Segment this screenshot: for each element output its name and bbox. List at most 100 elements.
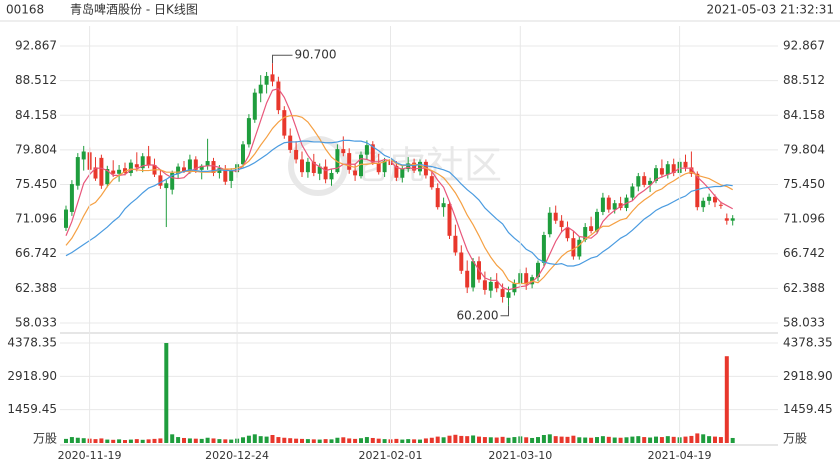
volume-bar [341, 437, 346, 443]
volume-bar [648, 437, 653, 443]
moving-average-line [65, 139, 733, 267]
candle-body [270, 74, 275, 82]
volume-bar [140, 439, 145, 443]
candle-body [394, 165, 399, 178]
x-tick-label: 2021-02-01 [359, 449, 423, 462]
volume-bar [158, 438, 163, 443]
candle-body [701, 200, 706, 208]
y-tick-label-right: 62.388 [783, 281, 825, 295]
moving-average-line [65, 115, 733, 285]
candle-body [382, 161, 387, 173]
y-tick-label-right: 1459.45 [783, 402, 833, 416]
volume-bar [111, 439, 116, 443]
candle-body [146, 156, 151, 166]
candle-body [648, 180, 653, 185]
volume-bar [146, 439, 151, 443]
volume-bar [193, 438, 198, 443]
volume-bar [683, 436, 688, 443]
candle-body [64, 209, 68, 228]
volume-bar [488, 437, 493, 443]
candle-body [400, 168, 405, 178]
volume-bar [182, 437, 186, 443]
candle-body [305, 161, 310, 173]
x-tick-label: 2021-04-19 [648, 449, 712, 462]
volume-bar [624, 437, 629, 443]
volume-bar [294, 438, 299, 443]
candle-body [170, 172, 175, 190]
candle-body [636, 176, 641, 187]
moving-average-line [65, 87, 733, 291]
volume-bar [671, 436, 676, 443]
volume-bar [418, 439, 422, 443]
volume-bar [524, 437, 529, 443]
candle-body [541, 234, 546, 263]
y-tick-label-left: 75.450 [15, 177, 57, 191]
volume-bar [718, 437, 723, 443]
candle-body [117, 169, 122, 174]
volume-bar [134, 439, 139, 443]
candle-body [329, 172, 334, 180]
volume-bar [589, 437, 594, 443]
candle-body [258, 84, 263, 94]
volume-bar [205, 437, 210, 443]
candle-body [282, 110, 287, 136]
candle-body [128, 162, 133, 173]
volume-bar [288, 438, 293, 443]
volume-bar [654, 436, 658, 443]
volume-bar [553, 436, 558, 443]
volume-bar [423, 438, 428, 443]
candle-body [565, 227, 570, 239]
volume-bar [695, 433, 700, 443]
volume-bar [689, 435, 694, 443]
y-tick-label-left: 2918.90 [7, 369, 57, 383]
y-tick-label-right: 4378.35 [783, 336, 833, 350]
volume-bar [258, 436, 263, 443]
volume-bar [223, 439, 228, 443]
candle-body [93, 167, 98, 179]
candle-body [595, 211, 599, 232]
candle-body [453, 235, 458, 253]
y-tick-label-right: 71.096 [783, 212, 825, 226]
y-tick-label-left: 84.158 [15, 108, 57, 122]
volume-bar [630, 436, 635, 443]
volume-bar [494, 437, 499, 443]
candle-body [105, 168, 110, 185]
volume-bar [317, 439, 322, 443]
candle-body [465, 270, 470, 288]
candle-body [300, 159, 304, 173]
candle-body [75, 157, 80, 186]
candle-body [323, 166, 328, 180]
annotation-leader [272, 54, 293, 64]
volume-bar [69, 437, 74, 443]
volume-unit-left: 万股 [33, 432, 57, 446]
volume-bar [128, 439, 133, 443]
candle-body [158, 175, 163, 186]
candle-body [642, 176, 647, 185]
annotation-leader [500, 305, 509, 317]
candle-body [246, 118, 251, 145]
volume-bar [406, 439, 411, 443]
volume-bar [347, 438, 352, 443]
candle-body [205, 161, 210, 166]
candle-body [364, 145, 369, 155]
candle-body [276, 81, 281, 111]
candle-body [606, 197, 611, 210]
candle-body [187, 159, 192, 173]
candle-body [182, 167, 186, 172]
candle-body [618, 203, 623, 208]
candle-body [494, 281, 499, 289]
candle-body [317, 166, 322, 174]
volume-bar [311, 439, 316, 443]
candle-body [294, 149, 299, 160]
volume-bar [382, 439, 387, 443]
y-tick-label-left: 66.742 [15, 246, 57, 260]
volume-bar [105, 439, 110, 443]
volume-bar [600, 436, 605, 443]
volume-bar [246, 435, 251, 443]
candle-body [471, 261, 476, 288]
y-tick-label-left: 92.867 [15, 39, 57, 53]
volume-bar [612, 437, 617, 443]
candle-body [724, 218, 729, 221]
volume-bar [471, 435, 476, 443]
candle-body [99, 157, 104, 186]
